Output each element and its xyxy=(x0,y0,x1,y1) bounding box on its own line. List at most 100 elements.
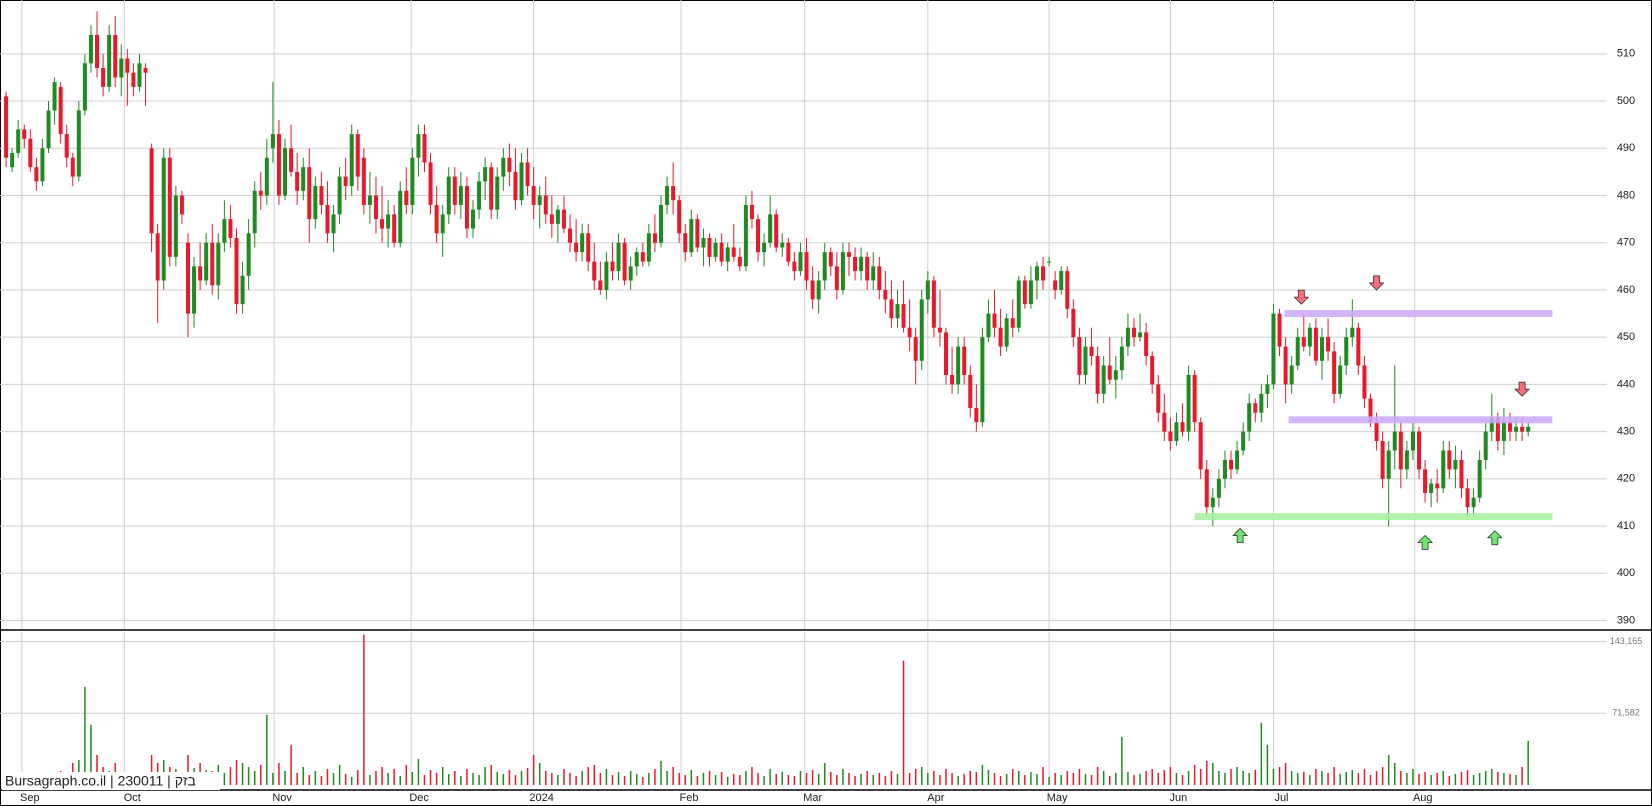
candle-body xyxy=(477,181,482,210)
volume-bar xyxy=(223,772,226,785)
candle-body xyxy=(95,34,100,68)
candle-body xyxy=(786,242,791,262)
candle-body xyxy=(204,242,209,281)
candle-body xyxy=(1453,459,1458,470)
candle-body xyxy=(713,242,718,257)
volume-bar xyxy=(1175,772,1178,785)
candle-body xyxy=(731,247,736,257)
volume-bar xyxy=(363,634,365,785)
volume-bar xyxy=(1005,773,1008,785)
volume-bar xyxy=(1521,766,1523,785)
volume-bar xyxy=(526,767,529,785)
candle-body xyxy=(719,242,724,262)
candle-body xyxy=(361,157,366,205)
candle-body xyxy=(853,256,858,272)
candle-body xyxy=(1241,431,1246,451)
volume-bar xyxy=(423,774,426,785)
candle-body xyxy=(434,204,439,234)
candle-body xyxy=(64,134,69,158)
candle-body xyxy=(859,256,864,272)
candle-body xyxy=(871,266,876,281)
volume-bar xyxy=(502,773,505,785)
candle-body xyxy=(610,261,615,272)
candle-body xyxy=(986,313,991,338)
volume-bar xyxy=(1054,772,1056,785)
volume-bar xyxy=(1206,760,1208,785)
candle-body xyxy=(768,214,773,243)
candle-body xyxy=(1144,332,1149,357)
volume-bar xyxy=(1309,774,1311,785)
volume-bar xyxy=(1169,766,1172,785)
candle-body xyxy=(325,204,330,234)
volume-tick-label: 71,582 xyxy=(1612,708,1640,718)
volume-bar xyxy=(484,766,486,785)
volume-bar xyxy=(872,774,874,785)
volume-bar xyxy=(787,774,790,785)
candle-body xyxy=(1222,459,1227,479)
volume-bar xyxy=(575,775,577,785)
candle-body xyxy=(798,252,803,272)
volume-bar xyxy=(1442,770,1445,785)
volume-bar xyxy=(684,774,686,785)
candle-body xyxy=(113,34,118,78)
volume-bar xyxy=(338,764,341,785)
candle-body xyxy=(416,134,421,158)
volume-bar xyxy=(733,773,735,785)
candle-body xyxy=(319,186,324,205)
volume-bar xyxy=(1072,772,1075,785)
volume-bar xyxy=(332,772,335,785)
candle-body xyxy=(1077,337,1082,375)
candle-body xyxy=(1326,337,1331,352)
x-tick-label: Jun xyxy=(1170,792,1188,804)
volume-bar xyxy=(314,770,317,785)
volume-bar xyxy=(393,768,395,785)
candle-body xyxy=(301,167,306,191)
volume-bar xyxy=(1290,770,1293,785)
volume-bar xyxy=(1224,772,1226,785)
candle-body xyxy=(937,327,942,333)
candle-body xyxy=(810,280,815,300)
candle-body xyxy=(1526,426,1531,432)
candle-body xyxy=(125,58,130,73)
candle-body xyxy=(1289,365,1294,385)
volume-bar xyxy=(399,775,401,785)
volume-bar xyxy=(1163,769,1166,785)
candle-body xyxy=(944,332,949,375)
candle-body xyxy=(707,238,712,257)
candle-body xyxy=(822,252,827,281)
candle-body xyxy=(1423,469,1428,493)
volume-bar xyxy=(369,774,371,785)
volume-bar xyxy=(1127,771,1129,785)
candle-body xyxy=(1356,327,1361,366)
candle-body xyxy=(404,190,409,205)
candle-body xyxy=(1095,356,1100,394)
candle-body xyxy=(1150,356,1155,385)
volume-bar xyxy=(611,774,614,785)
candle-body xyxy=(1229,459,1234,470)
volume-bar xyxy=(1145,770,1147,785)
candle-body xyxy=(1192,374,1197,423)
volume-bar xyxy=(1315,768,1317,785)
candle-body xyxy=(1277,313,1282,347)
volume-bar xyxy=(714,774,717,785)
volume-bar xyxy=(1187,770,1190,785)
level-band xyxy=(1284,310,1553,318)
candle-body xyxy=(4,96,9,158)
candle-body xyxy=(1125,327,1130,347)
candle-body xyxy=(1071,308,1076,338)
volume-bar xyxy=(1157,772,1160,785)
signal-arrow xyxy=(1514,381,1531,397)
candle-body xyxy=(1410,431,1415,451)
volume-bar xyxy=(781,771,784,785)
candle-body xyxy=(1004,318,1009,347)
candle-body xyxy=(270,134,275,149)
candle-body xyxy=(683,233,688,253)
watermark: Bursagraph.co.il | 230011 | בזק xyxy=(5,773,196,789)
candle-body xyxy=(1404,450,1409,470)
volume-bar xyxy=(1394,762,1396,785)
candle-body xyxy=(525,162,530,187)
volume-bar xyxy=(1266,744,1269,785)
volume-bar xyxy=(1011,768,1014,785)
candle-body xyxy=(1216,478,1221,498)
